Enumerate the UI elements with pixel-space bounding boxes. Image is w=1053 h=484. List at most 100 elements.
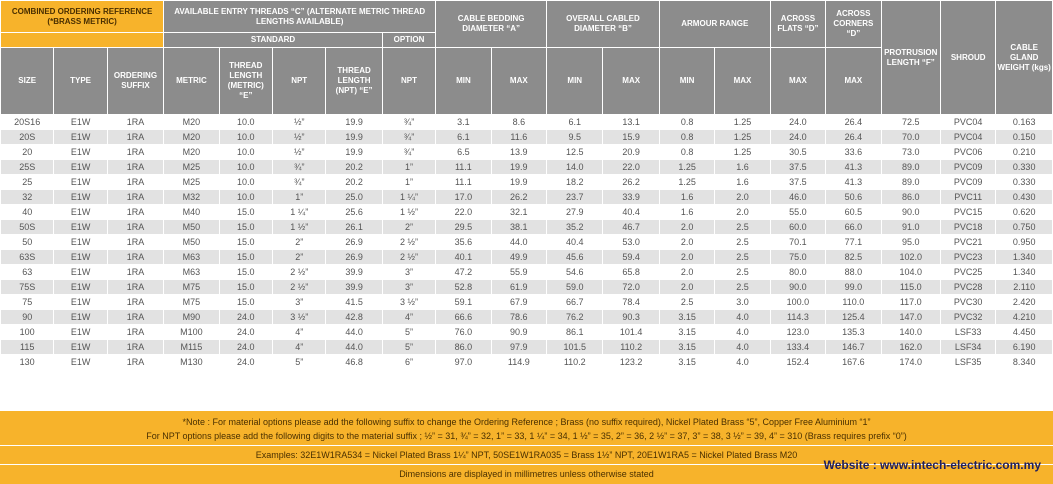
header-shroud: SHROUD bbox=[940, 1, 996, 114]
header-cable-bedding-diameter: CABLE BEDDING DIAMETER “A” bbox=[436, 1, 547, 47]
website-link[interactable]: Website : www.intech-electric.com.my bbox=[823, 458, 1041, 472]
cell-thread-length-metric: 10.0 bbox=[219, 160, 272, 174]
cell-shroud: LSF35 bbox=[940, 355, 996, 369]
notes-divider bbox=[0, 445, 1053, 446]
cell-across-corners-max: 167.6 bbox=[826, 355, 881, 369]
cell-armour-min: 1.25 bbox=[659, 160, 715, 174]
cell-bedding-min: 76.0 bbox=[436, 325, 491, 339]
cell-npt-option: 2 ½” bbox=[382, 235, 436, 249]
cell-ordering-suffix: 1RA bbox=[107, 340, 164, 354]
cell-type: E1W bbox=[54, 280, 107, 294]
header-across-flats: ACROSS FLATS “D” bbox=[770, 1, 826, 47]
cell-weight: 4.210 bbox=[996, 310, 1052, 324]
cell-thread-length-metric: 15.0 bbox=[219, 265, 272, 279]
cell-overall-min: 23.7 bbox=[547, 190, 603, 204]
cell-npt: 1 ½” bbox=[273, 220, 326, 234]
cell-overall-min: 86.1 bbox=[547, 325, 603, 339]
cell-armour-min: 2.0 bbox=[659, 250, 715, 264]
col-armour-max: MAX bbox=[715, 48, 770, 114]
cell-bedding-min: 47.2 bbox=[436, 265, 491, 279]
cell-overall-min: 45.6 bbox=[547, 250, 603, 264]
cell-weight: 0.750 bbox=[996, 220, 1052, 234]
cell-bedding-min: 52.8 bbox=[436, 280, 491, 294]
cell-size: 40 bbox=[1, 205, 54, 219]
cell-armour-max: 1.25 bbox=[715, 115, 770, 129]
cell-across-corners-max: 26.4 bbox=[826, 130, 881, 144]
cell-protrusion-length: 147.0 bbox=[881, 310, 940, 324]
cell-type: E1W bbox=[54, 190, 107, 204]
col-thread-length-npt: THREAD LENGTH (NPT) “E” bbox=[326, 48, 382, 114]
cell-shroud: PVC06 bbox=[940, 145, 996, 159]
cell-overall-max: 26.2 bbox=[603, 175, 659, 189]
cell-weight: 0.950 bbox=[996, 235, 1052, 249]
cell-metric: M75 bbox=[164, 280, 219, 294]
cell-overall-max: 20.9 bbox=[603, 145, 659, 159]
cell-ordering-suffix: 1RA bbox=[107, 355, 164, 369]
cell-overall-min: 76.2 bbox=[547, 310, 603, 324]
cell-npt: 1 ¼” bbox=[273, 205, 326, 219]
cell-bedding-max: 114.9 bbox=[491, 355, 547, 369]
cell-metric: M50 bbox=[164, 235, 219, 249]
cell-ordering-suffix: 1RA bbox=[107, 190, 164, 204]
cell-across-corners-max: 135.3 bbox=[826, 325, 881, 339]
cell-ordering-suffix: 1RA bbox=[107, 265, 164, 279]
spec-table: COMBINED ORDERING REFERENCE (*BRASS METR… bbox=[1, 1, 1052, 369]
cell-across-corners-max: 41.3 bbox=[826, 160, 881, 174]
cell-across-flats-max: 75.0 bbox=[770, 250, 826, 264]
cell-overall-min: 40.4 bbox=[547, 235, 603, 249]
cell-protrusion-length: 89.0 bbox=[881, 175, 940, 189]
cell-armour-max: 2.0 bbox=[715, 190, 770, 204]
cell-thread-length-npt: 19.9 bbox=[326, 115, 382, 129]
cell-thread-length-npt: 39.9 bbox=[326, 265, 382, 279]
cell-overall-min: 6.1 bbox=[547, 115, 603, 129]
cell-overall-min: 110.2 bbox=[547, 355, 603, 369]
cell-overall-max: 123.2 bbox=[603, 355, 659, 369]
cell-thread-length-npt: 44.0 bbox=[326, 325, 382, 339]
cell-across-flats-max: 100.0 bbox=[770, 295, 826, 309]
cell-metric: M90 bbox=[164, 310, 219, 324]
cell-across-corners-max: 77.1 bbox=[826, 235, 881, 249]
cell-protrusion-length: 95.0 bbox=[881, 235, 940, 249]
cell-metric: M20 bbox=[164, 145, 219, 159]
cell-npt: 3 ½” bbox=[273, 310, 326, 324]
cell-weight: 0.330 bbox=[996, 175, 1052, 189]
cell-size: 75S bbox=[1, 280, 54, 294]
cell-thread-length-npt: 44.0 bbox=[326, 340, 382, 354]
table-row: 130 E1W 1RA M130 24.0 5” 46.8 6” 97.0 114.9 110.2 1… bbox=[1, 355, 1052, 369]
col-armour-min: MIN bbox=[659, 48, 715, 114]
cell-bedding-min: 3.1 bbox=[436, 115, 491, 129]
cell-overall-max: 65.8 bbox=[603, 265, 659, 279]
cell-size: 25 bbox=[1, 175, 54, 189]
col-metric: METRIC bbox=[164, 48, 219, 114]
cell-thread-length-npt: 19.9 bbox=[326, 145, 382, 159]
cell-type: E1W bbox=[54, 145, 107, 159]
cell-size: 20S16 bbox=[1, 115, 54, 129]
table-row: 50S E1W 1RA M50 15.0 1 ½” 26.1 2” 29.5 38.1 35.2 46… bbox=[1, 220, 1052, 234]
cell-shroud: PVC23 bbox=[940, 250, 996, 264]
cell-overall-max: 78.4 bbox=[603, 295, 659, 309]
table-row: 90 E1W 1RA M90 24.0 3 ½” 42.8 4” 66.6 78.6 76.2 90.… bbox=[1, 310, 1052, 324]
col-overall-max: MAX bbox=[603, 48, 659, 114]
cell-ordering-suffix: 1RA bbox=[107, 160, 164, 174]
cell-metric: M32 bbox=[164, 190, 219, 204]
cell-weight: 2.110 bbox=[996, 280, 1052, 294]
col-size: SIZE bbox=[1, 48, 54, 114]
cell-thread-length-metric: 10.0 bbox=[219, 115, 272, 129]
cell-shroud: PVC18 bbox=[940, 220, 996, 234]
cell-across-corners-max: 110.0 bbox=[826, 295, 881, 309]
cell-metric: M20 bbox=[164, 130, 219, 144]
cell-ordering-suffix: 1RA bbox=[107, 220, 164, 234]
cell-thread-length-metric: 10.0 bbox=[219, 175, 272, 189]
cell-overall-min: 35.2 bbox=[547, 220, 603, 234]
cell-shroud: PVC25 bbox=[940, 265, 996, 279]
cell-ordering-suffix: 1RA bbox=[107, 205, 164, 219]
cell-overall-max: 90.3 bbox=[603, 310, 659, 324]
cell-across-corners-max: 82.5 bbox=[826, 250, 881, 264]
cell-across-flats-max: 24.0 bbox=[770, 115, 826, 129]
table-row: 20S16 E1W 1RA M20 10.0 ½” 19.9 ¾” 3.1 8.6 6.1 13.1 0… bbox=[1, 115, 1052, 129]
cell-size: 115 bbox=[1, 340, 54, 354]
cell-npt: ½” bbox=[273, 115, 326, 129]
cell-type: E1W bbox=[54, 160, 107, 174]
cell-shroud: PVC09 bbox=[940, 175, 996, 189]
cell-armour-min: 3.15 bbox=[659, 310, 715, 324]
